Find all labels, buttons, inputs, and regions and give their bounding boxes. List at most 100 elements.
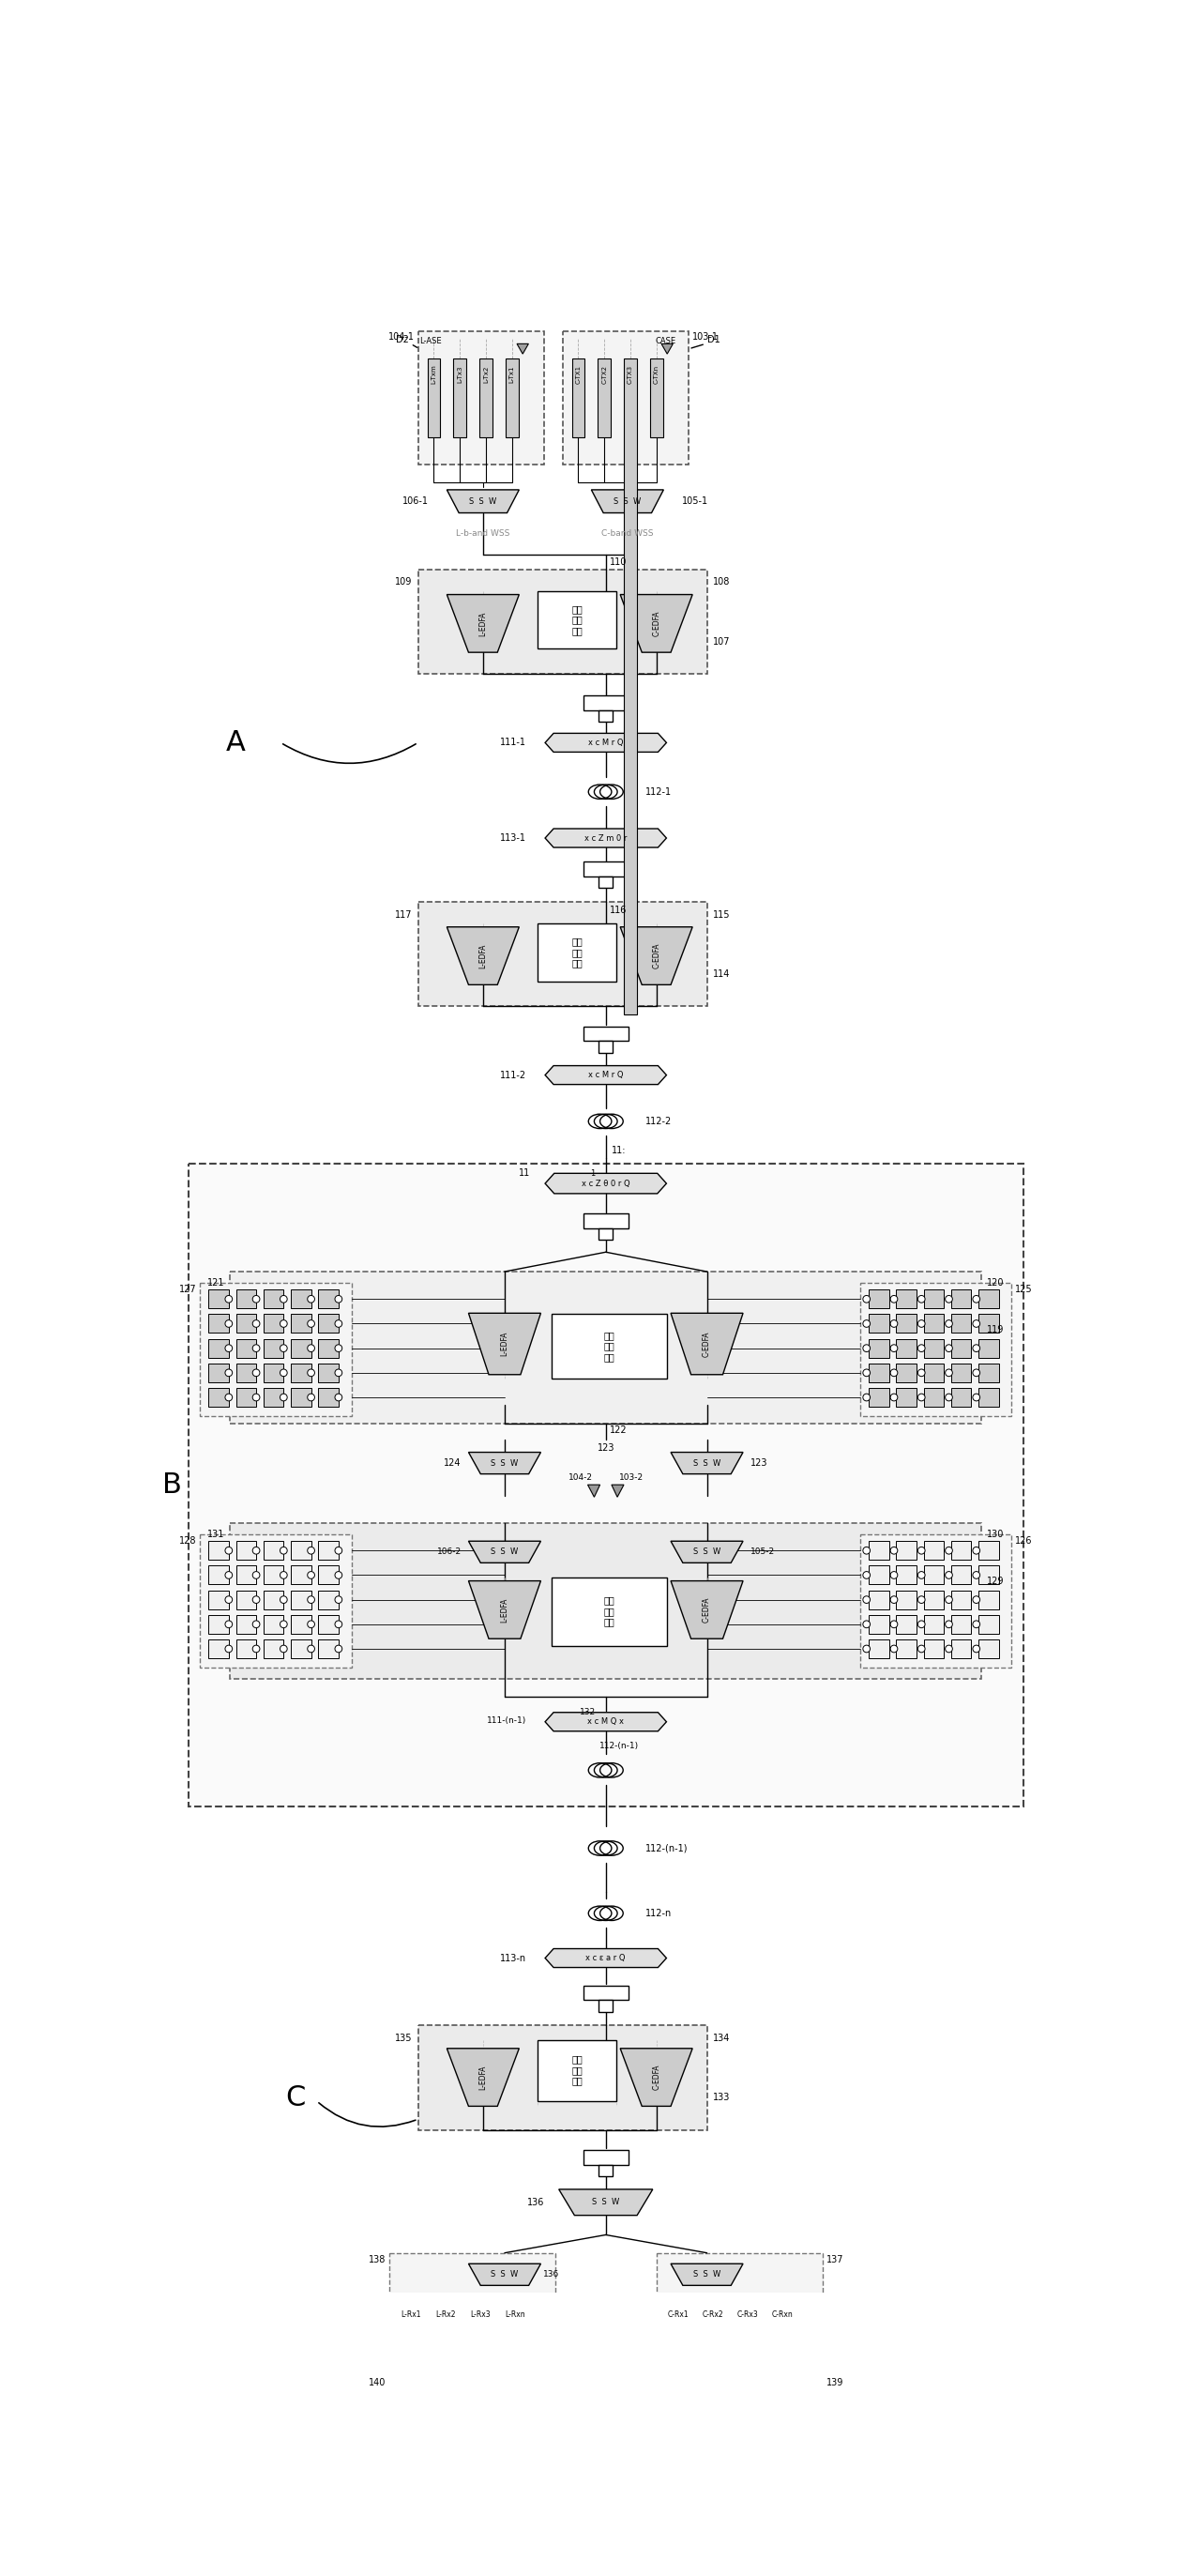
Circle shape	[890, 1597, 897, 1602]
Bar	[236, 1340, 256, 1358]
Bar	[318, 1388, 338, 1406]
Bar	[318, 1589, 338, 1610]
Text: 112-(n-1): 112-(n-1)	[645, 1844, 688, 1852]
Text: 112-1: 112-1	[645, 788, 671, 796]
Circle shape	[253, 1370, 260, 1376]
Bar	[291, 1388, 311, 1406]
Circle shape	[917, 1319, 926, 1327]
Bar	[208, 1340, 229, 1358]
Bar	[896, 1388, 916, 1406]
Text: L-ASE: L-ASE	[420, 337, 442, 345]
Bar	[291, 1363, 311, 1383]
Circle shape	[253, 1296, 260, 1303]
Circle shape	[335, 1345, 342, 1352]
Bar	[896, 1566, 916, 1584]
Bar	[952, 1615, 972, 1633]
Circle shape	[225, 1345, 233, 1352]
Bar	[952, 1363, 972, 1383]
Bar	[291, 1615, 311, 1633]
Text: 129: 129	[987, 1577, 1005, 1587]
Text: 134: 134	[713, 2032, 730, 2043]
Bar	[869, 1638, 889, 1659]
Text: 116: 116	[610, 907, 628, 914]
Bar	[454, 358, 467, 438]
Bar	[291, 1566, 311, 1584]
Bar	[264, 1291, 284, 1309]
Bar	[291, 1340, 311, 1358]
Text: L-Rx3: L-Rx3	[470, 2311, 491, 2318]
Bar	[869, 1314, 889, 1332]
Polygon shape	[591, 489, 663, 513]
Bar	[397, 2372, 423, 2393]
Circle shape	[863, 1296, 870, 1303]
Bar	[501, 2347, 527, 2367]
Circle shape	[253, 1620, 260, 1628]
Bar	[896, 1340, 916, 1358]
Bar	[318, 1638, 338, 1659]
Text: 108: 108	[713, 577, 730, 587]
Bar	[501, 2321, 527, 2342]
Bar	[860, 1283, 1012, 1417]
Text: -1: -1	[589, 1170, 597, 1177]
Text: 123: 123	[751, 1458, 767, 1468]
Circle shape	[307, 1394, 314, 1401]
Circle shape	[280, 1571, 287, 1579]
Text: C-EDFA: C-EDFA	[652, 611, 661, 636]
Polygon shape	[545, 829, 667, 848]
Bar	[869, 1340, 889, 1358]
Circle shape	[917, 1296, 926, 1303]
Bar	[236, 1540, 256, 1561]
Bar	[869, 1388, 889, 1406]
Polygon shape	[447, 489, 519, 513]
Bar	[506, 358, 519, 438]
Polygon shape	[621, 2048, 693, 2107]
Circle shape	[917, 1394, 926, 1401]
Bar	[896, 1314, 916, 1332]
Bar	[208, 1291, 229, 1309]
Text: 光放
大器
控制: 光放 大器 控制	[604, 1595, 615, 1628]
Circle shape	[863, 1646, 870, 1651]
Text: D2: D2	[396, 335, 409, 345]
Bar	[389, 2254, 556, 2445]
Text: S  S  W: S S W	[693, 2269, 721, 2280]
Bar	[552, 1314, 667, 1378]
Bar	[896, 1363, 916, 1383]
Bar	[869, 1589, 889, 1610]
Bar	[208, 1566, 229, 1584]
Bar	[896, 1638, 916, 1659]
Polygon shape	[662, 343, 673, 353]
Bar	[418, 569, 707, 675]
Circle shape	[280, 1345, 287, 1352]
Bar	[923, 1589, 943, 1610]
Bar	[467, 2347, 493, 2367]
Bar	[230, 1522, 981, 1680]
Circle shape	[280, 1646, 287, 1651]
Text: 136: 136	[544, 2269, 560, 2280]
Bar	[291, 1589, 311, 1610]
Circle shape	[225, 1571, 233, 1579]
Bar	[428, 358, 441, 438]
Bar	[418, 902, 707, 1007]
Text: 111-1: 111-1	[500, 737, 526, 747]
Text: L-EDFA: L-EDFA	[479, 943, 487, 969]
Text: L-EDFA: L-EDFA	[479, 611, 487, 636]
Text: L-Tx2: L-Tx2	[483, 366, 488, 384]
Bar	[860, 1533, 1012, 1667]
Polygon shape	[447, 595, 519, 652]
Circle shape	[890, 1620, 897, 1628]
Text: C-TX1: C-TX1	[576, 366, 582, 384]
Circle shape	[973, 1620, 980, 1628]
Text: S  S  W: S S W	[491, 2269, 519, 2280]
Bar	[923, 1314, 943, 1332]
Circle shape	[335, 1394, 342, 1401]
Text: C-EDFA: C-EDFA	[652, 943, 661, 969]
Text: C-TX3: C-TX3	[628, 366, 634, 384]
Circle shape	[335, 1620, 342, 1628]
Text: C-TXn: C-TXn	[654, 366, 660, 384]
Bar	[208, 1589, 229, 1610]
Circle shape	[890, 1394, 897, 1401]
Circle shape	[307, 1296, 314, 1303]
Text: 112-2: 112-2	[645, 1115, 673, 1126]
Polygon shape	[559, 2190, 652, 2215]
Circle shape	[863, 1345, 870, 1352]
